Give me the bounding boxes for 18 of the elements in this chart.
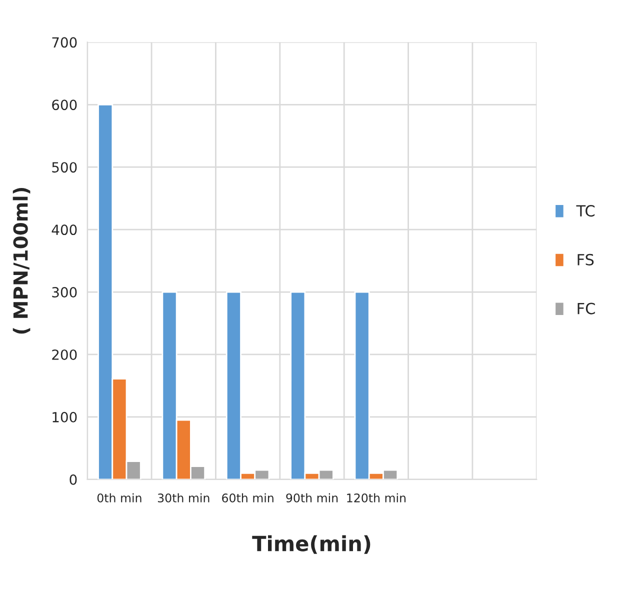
y-tick-label: 200: [52, 349, 77, 360]
y-tick-label: 300: [52, 286, 77, 298]
x-tick-label: 60th min: [222, 493, 274, 502]
x-tick-label: 0th min: [97, 493, 142, 502]
y-tick-label: 700: [52, 37, 77, 48]
legend-label: FC: [578, 302, 595, 314]
legend-label: TC: [576, 205, 595, 217]
y-tick-label: 400: [52, 224, 77, 236]
y-axis-title: ( MPN/100ml): [12, 188, 30, 334]
x-axis-title: Time(min): [252, 535, 370, 554]
x-tick-label: 90th min: [286, 493, 338, 502]
y-tick-label: 0: [70, 474, 77, 485]
y-tick-label: 600: [52, 100, 77, 110]
y-tick-label: 100: [52, 412, 77, 422]
x-tick-label: 120th min: [347, 493, 406, 502]
legend-label: FS: [578, 254, 594, 266]
y-tick-label: 500: [52, 162, 77, 173]
x-tick-label: 30th min: [158, 493, 210, 502]
